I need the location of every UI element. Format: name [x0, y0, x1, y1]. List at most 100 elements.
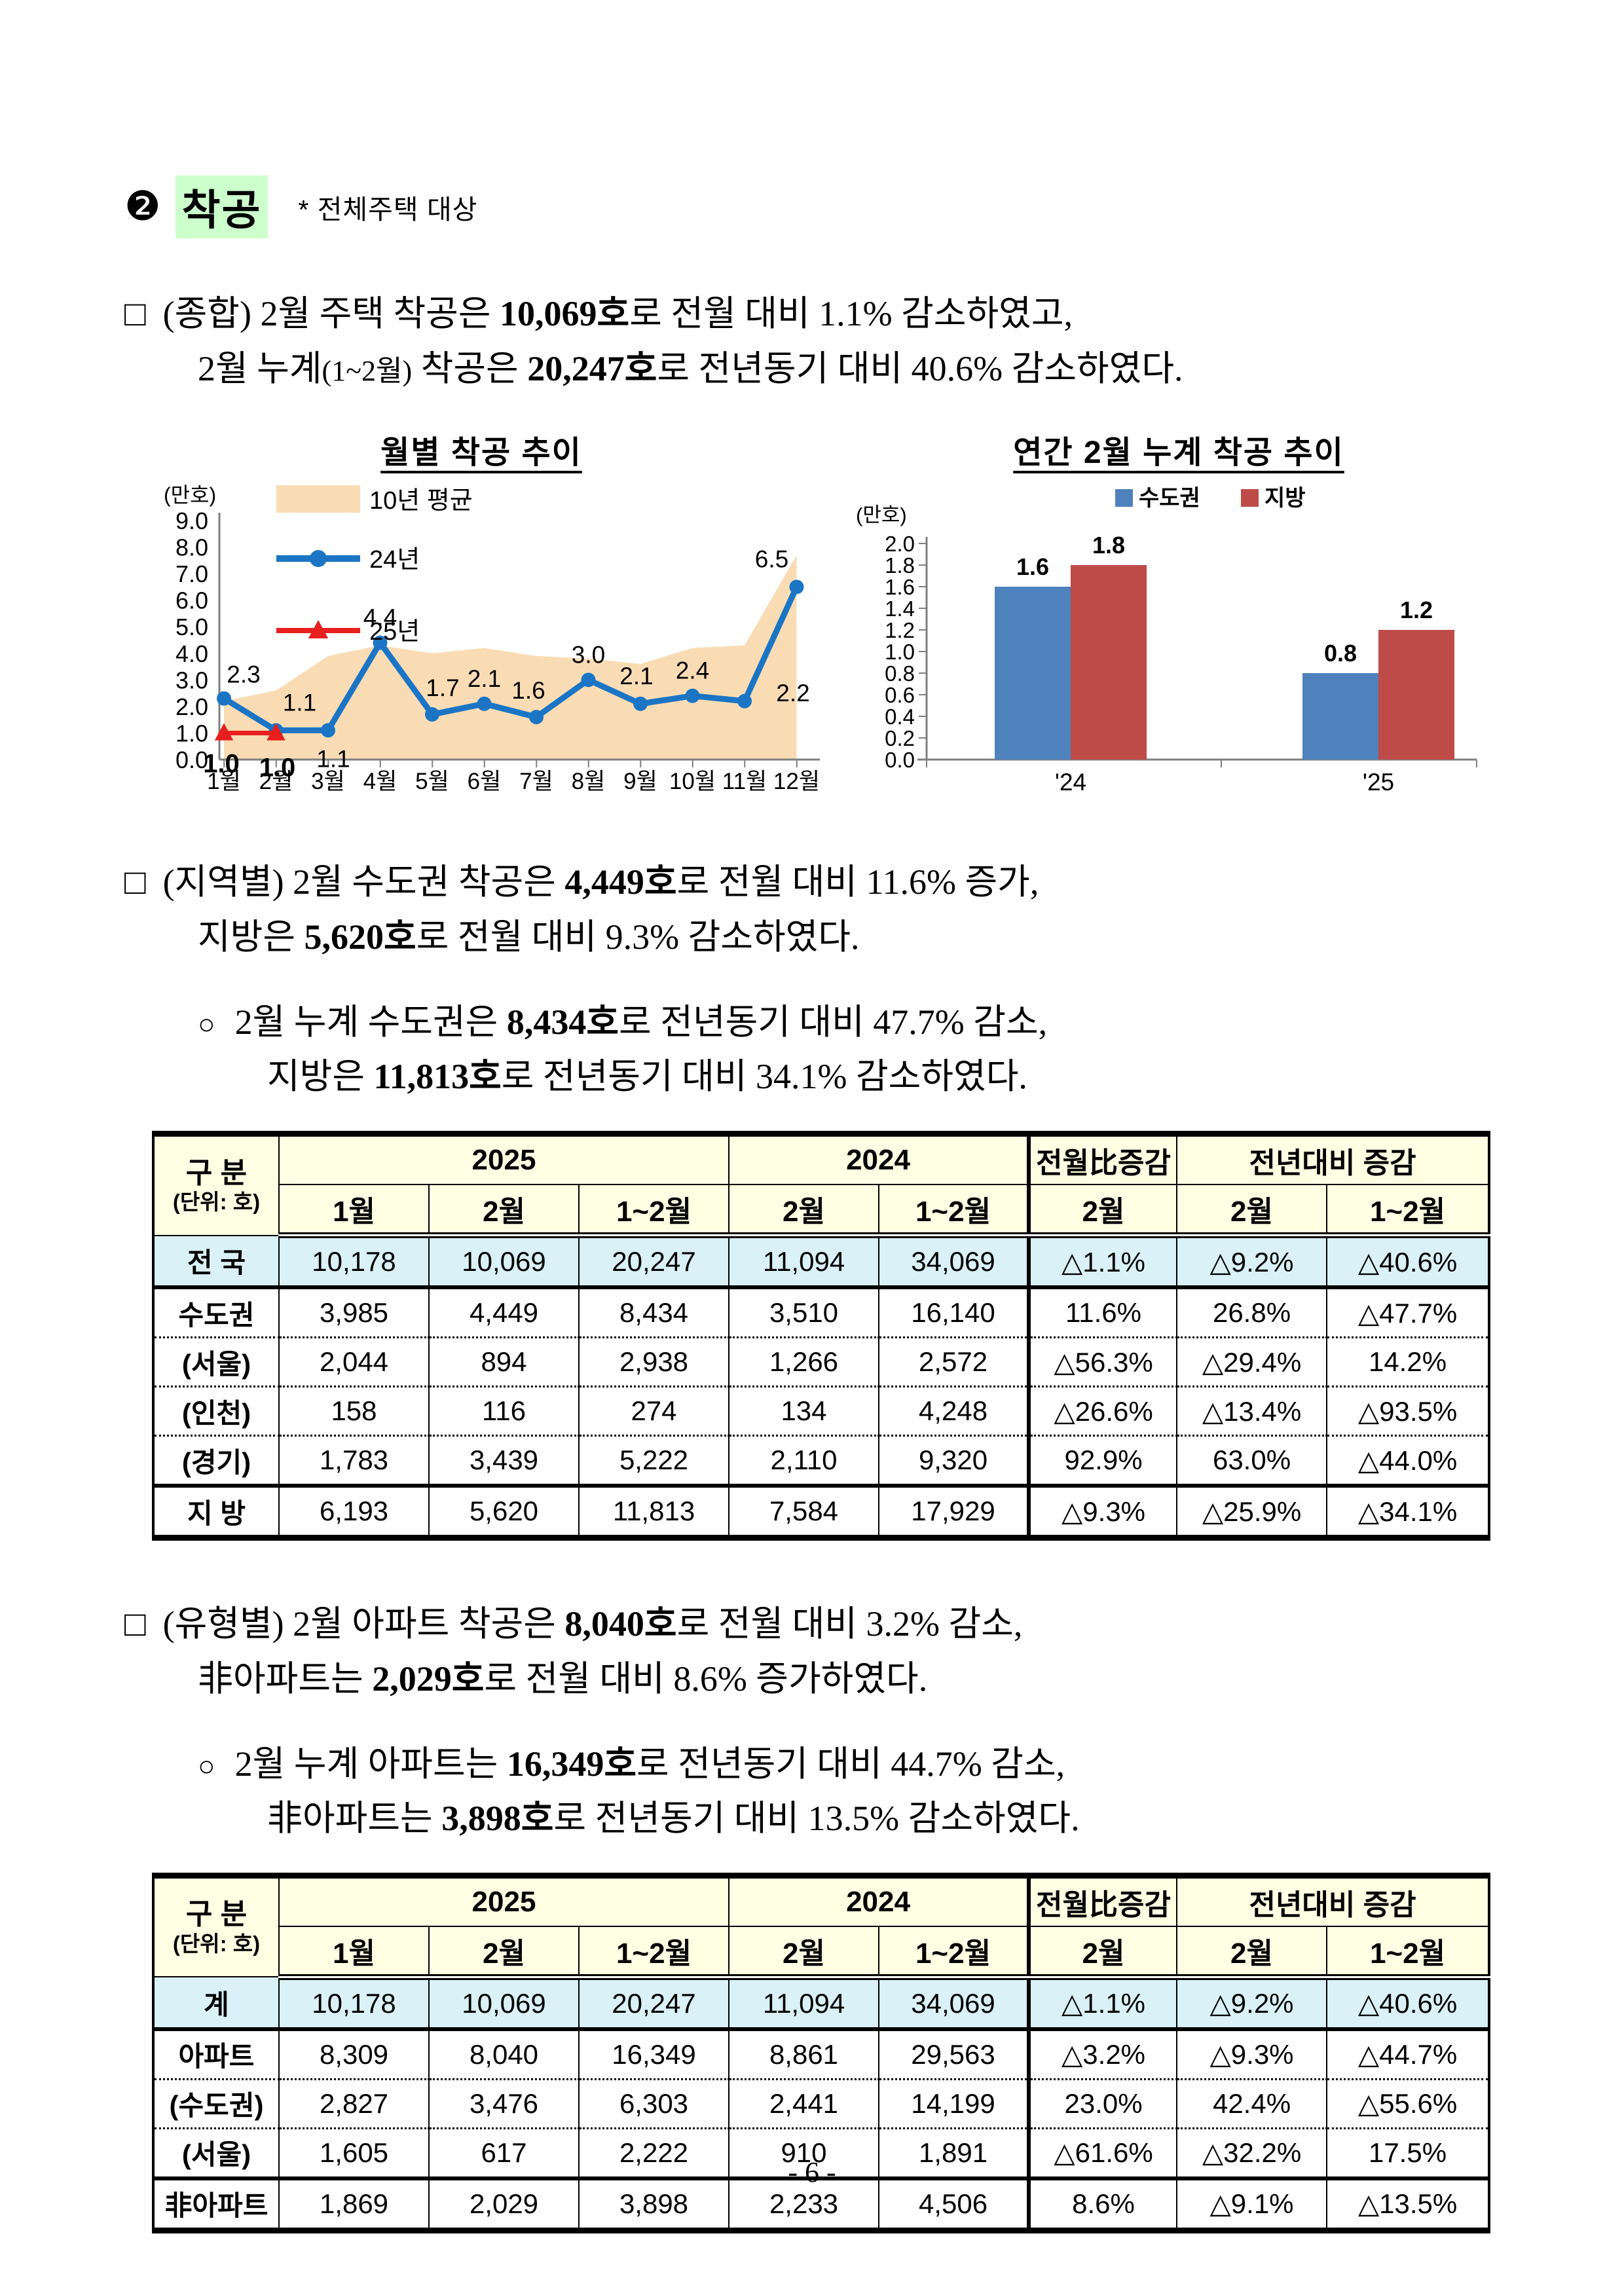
table-cell: 14.2% — [1326, 1336, 1490, 1388]
svg-text:1.6: 1.6 — [511, 677, 545, 704]
section-number-badge: ❷ — [124, 184, 161, 229]
table-row: 계 10,178 10,069 20,247 11,094 34,069 △1.1% △9.2… — [153, 1976, 1490, 2031]
year-2024-header: 2024 — [728, 1133, 1030, 1186]
table-cell: 7,584 — [728, 1485, 879, 1539]
section-heading: ❷ 착공 * 전체주택 대상 — [124, 175, 1503, 238]
paragraph-type: □ (유형별) 2월 아파트 착공은 8,040호로 전월 대비 3.2% 감소,… — [124, 1597, 1503, 1706]
bullet-marker: □ — [124, 862, 146, 902]
table-cell: 2,233 — [728, 2177, 879, 2231]
table-cell: 274 — [578, 1386, 729, 1437]
corner-header: 구 분 (단위: 호) — [153, 1133, 280, 1236]
table-row: (경기) 1,783 3,439 5,222 2,110 9,320 92.9% 63.0% △… — [153, 1435, 1490, 1488]
table-cell: △44.7% — [1326, 2028, 1490, 2080]
table-cell: 8,861 — [728, 2028, 879, 2080]
table-row: (인천) 158 116 274 134 4,248 △26.6% △13.4% △93.5% — [153, 1386, 1490, 1437]
table-cell: △25.9% — [1176, 1485, 1328, 1539]
month-header: 2월 — [428, 1184, 580, 1239]
table-cell: △93.5% — [1326, 1386, 1490, 1437]
svg-text:'25: '25 — [1363, 769, 1394, 796]
svg-text:8.0: 8.0 — [175, 534, 208, 561]
svg-text:'24: '24 — [1055, 769, 1086, 796]
table-cell: △3.2% — [1027, 2028, 1178, 2080]
table-cell: 10,069 — [428, 1976, 580, 2031]
bullet-marker: ○ — [198, 1008, 215, 1040]
svg-text:0.8: 0.8 — [1324, 640, 1357, 667]
table-cell: 4,449 — [428, 1287, 580, 1339]
table-cell: 17,929 — [877, 1485, 1030, 1539]
row-label: (서울) — [153, 2127, 280, 2180]
table-cell: △13.4% — [1176, 1386, 1328, 1437]
table-cell: 1,605 — [278, 2127, 430, 2180]
svg-text:2월: 2월 — [259, 769, 293, 794]
table-cell: 2,572 — [877, 1336, 1030, 1388]
svg-text:7.0: 7.0 — [175, 560, 208, 587]
table-cell: △1.1% — [1027, 1976, 1178, 2031]
month-header: 1~2월 — [1326, 1925, 1490, 1980]
svg-text:11월: 11월 — [722, 769, 767, 794]
month-header: 1~2월 — [578, 1184, 729, 1239]
table-row: 지 방 6,193 5,620 11,813 7,584 17,929 △9.3% △25.9… — [153, 1485, 1490, 1539]
table-cell: 617 — [428, 2127, 580, 2180]
text-line: ○ 2월 누계 아파트는 16,349호로 전년동기 대비 44.7% 감소, — [198, 1744, 1065, 1784]
svg-text:0.0: 0.0 — [885, 748, 915, 772]
bullet-marker: □ — [124, 1604, 146, 1644]
svg-text:8월: 8월 — [572, 769, 606, 794]
table-cell: 8,040 — [428, 2028, 580, 2080]
svg-text:0.0: 0.0 — [175, 746, 208, 773]
svg-text:1.4: 1.4 — [885, 597, 915, 621]
table-cell: 2,938 — [578, 1336, 729, 1388]
svg-text:4월: 4월 — [363, 769, 397, 794]
table-cell: 34,069 — [877, 1976, 1030, 2031]
row-label: 전 국 — [153, 1234, 280, 1290]
table-row: 아파트 8,309 8,040 16,349 8,861 29,563 △3.2% △9.3%… — [153, 2028, 1490, 2080]
table-cell: △13.5% — [1326, 2177, 1490, 2231]
svg-text:9월: 9월 — [623, 769, 657, 794]
table-cell: 3,985 — [278, 1287, 430, 1339]
table-cell: 6,303 — [578, 2078, 729, 2129]
table-cell: 5,222 — [578, 1435, 729, 1488]
type-table: 구 분 (단위: 호) 2025 2024 전월比증감 전년대비 증감 1월 2… — [152, 1872, 1491, 2233]
svg-text:2.0: 2.0 — [885, 532, 915, 556]
svg-text:1.2: 1.2 — [1400, 597, 1433, 623]
svg-text:3.0: 3.0 — [175, 667, 208, 694]
table-cell: △9.2% — [1176, 1234, 1328, 1290]
annual-cumulative-chart: 연간 2월 누계 착공 추이 0.0 0.2 0.4 0.6 0.8 1.0 1.2 1.4 1… — [855, 426, 1503, 799]
month-header: 1월 — [278, 1184, 430, 1239]
table-cell: 34,069 — [877, 1234, 1030, 1290]
svg-text:1.8: 1.8 — [1092, 532, 1125, 559]
svg-text:5.0: 5.0 — [175, 614, 208, 641]
table-cell: 2,827 — [278, 2078, 430, 2129]
month-header: 1~2월 — [877, 1925, 1030, 1980]
table-cell: △9.2% — [1176, 1976, 1328, 2031]
page-number: - 6 - — [788, 2156, 836, 2188]
text-line: ○ 2월 누계 수도권은 8,434호로 전년동기 대비 47.7% 감소, — [198, 1002, 1048, 1042]
table-cell: 16,140 — [877, 1287, 1030, 1339]
svg-text:6월: 6월 — [468, 769, 502, 794]
table-cell: △40.6% — [1326, 1976, 1490, 2031]
table-row: (서울) 1,605 617 2,222 910 1,891 △61.6% △32.2% 17.… — [153, 2127, 1490, 2180]
svg-text:2.1: 2.1 — [468, 665, 501, 692]
paragraph-type-cumulative: ○ 2월 누계 아파트는 16,349호로 전년동기 대비 44.7% 감소, 非아… — [198, 1737, 1503, 1846]
table-cell: 2,441 — [728, 2078, 879, 2129]
monthly-line-chart-canvas: 0.01.02.03.04.05.06.07.08.09.0(만호)1월 2월 3월… — [164, 483, 820, 794]
table-cell: 29,563 — [877, 2028, 1030, 2080]
table-cell: 10,178 — [278, 1234, 430, 1290]
row-label: (경기) — [153, 1435, 280, 1488]
table-cell: 1,869 — [278, 2177, 430, 2231]
table-cell: 16,349 — [578, 2028, 729, 2080]
yoy-change-header: 전년대비 증감 — [1176, 1875, 1490, 1927]
paragraph-summary: □ (종합) 2월 주택 착공은 10,069호로 전월 대비 1.1% 감소하였… — [124, 287, 1503, 396]
table-cell: 11,094 — [728, 1234, 879, 1290]
text-line: □ (유형별) 2월 아파트 착공은 8,040호로 전월 대비 3.2% 감소, — [124, 1604, 1023, 1644]
svg-text:0.2: 0.2 — [885, 726, 915, 750]
monthly-chart-title: 월별 착공 추이 — [380, 435, 582, 471]
table-row: 전 국 10,178 10,069 20,247 11,094 34,069 △1.1% △9… — [153, 1234, 1490, 1290]
row-label: (인천) — [153, 1386, 280, 1437]
text-line: 2월 누계(1~2월) 착공은 20,247호로 전년동기 대비 40.6% 감… — [198, 348, 1183, 388]
table-cell: 20,247 — [578, 1976, 729, 2031]
month-header: 2월 — [1027, 1925, 1178, 1980]
table-cell: 3,439 — [428, 1435, 580, 1488]
table-cell: 894 — [428, 1336, 580, 1388]
annual-chart-title: 연간 2월 누계 착공 추이 — [1013, 435, 1344, 471]
